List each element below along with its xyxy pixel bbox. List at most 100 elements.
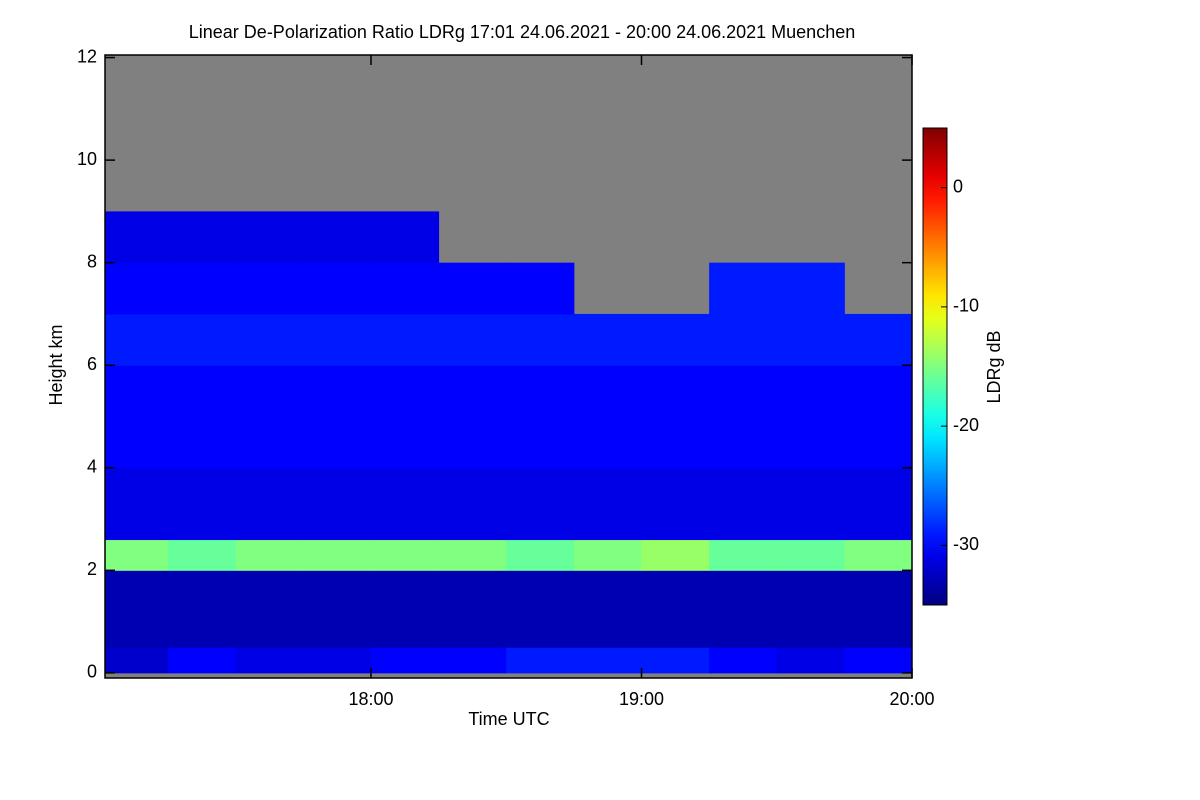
heatmap-cell xyxy=(303,211,372,264)
heatmap-cell xyxy=(844,647,913,674)
heatmap-cell xyxy=(303,467,372,541)
heatmap-cell xyxy=(303,570,372,648)
heatmap-cell xyxy=(105,467,169,541)
heatmap-cell xyxy=(168,539,237,571)
plot-frame xyxy=(104,54,913,679)
y-tick-label: 10 xyxy=(77,149,97,169)
heatmap-cell xyxy=(168,570,237,648)
heatmap-cell xyxy=(506,313,575,366)
heatmap-cell xyxy=(438,365,507,469)
heatmap-cell xyxy=(573,467,642,541)
heatmap-cell xyxy=(303,262,372,315)
heatmap-cell xyxy=(370,570,440,648)
heatmap-cell xyxy=(438,539,507,571)
heatmap-cell xyxy=(506,647,575,674)
heatmap-cell xyxy=(573,539,642,571)
heatmap-cell xyxy=(709,313,778,366)
x-tick-label: 18:00 xyxy=(348,689,393,709)
heatmap-cell xyxy=(370,313,440,366)
y-tick-label: 6 xyxy=(87,354,97,374)
heatmap-cell xyxy=(370,365,440,469)
heatmap-cell xyxy=(105,313,169,366)
heatmap-cell xyxy=(370,539,440,571)
heatmap-cell xyxy=(235,467,304,541)
colorbar-tick-label: -30 xyxy=(953,534,979,554)
x-axis-label: Time UTC xyxy=(468,709,549,729)
heatmap-cell xyxy=(370,647,440,674)
heatmap-cell xyxy=(235,211,304,264)
heatmap-cell xyxy=(235,313,304,366)
heatmap-cell xyxy=(709,647,778,674)
heatmap-cell xyxy=(105,647,169,674)
heatmap-cell xyxy=(776,467,845,541)
heatmap-cell xyxy=(235,570,304,648)
heatmap-cell xyxy=(168,467,237,541)
chart-title: Linear De-Polarization Ratio LDRg 17:01 … xyxy=(189,22,855,42)
heatmap-cell xyxy=(844,539,913,571)
heatmap-cell xyxy=(105,262,169,315)
colorbar-tick-label: -20 xyxy=(953,415,979,435)
heatmap-cell xyxy=(303,313,372,366)
y-tick-label: 12 xyxy=(77,46,97,66)
heatmap-cell xyxy=(168,262,237,315)
y-tick-label: 4 xyxy=(87,457,97,477)
x-tick-label: 20:00 xyxy=(889,689,934,709)
heatmap-cell xyxy=(844,467,913,541)
y-tick-label: 8 xyxy=(87,251,97,271)
heatmap-cell xyxy=(776,313,845,366)
heatmap-cell xyxy=(709,365,778,469)
heatmap-cell xyxy=(235,365,304,469)
heatmap-cell xyxy=(641,365,710,469)
heatmap-cell xyxy=(573,313,642,366)
colorbar-label: LDRg dB xyxy=(984,330,1004,403)
heatmap-cell xyxy=(776,365,845,469)
heatmap-cell xyxy=(844,313,913,366)
heatmap-cell xyxy=(641,647,710,674)
heatmap-cell xyxy=(303,647,372,674)
y-axis-label: Height km xyxy=(46,324,66,405)
heatmap-cell xyxy=(709,539,778,571)
heatmap-cell xyxy=(776,539,845,571)
heatmap-cell xyxy=(438,262,507,315)
x-tick-label: 19:00 xyxy=(619,689,664,709)
heatmap-cell xyxy=(438,313,507,366)
heatmap-cell xyxy=(573,570,642,648)
heatmap-cell xyxy=(370,467,440,541)
y-tick-label: 0 xyxy=(87,662,97,682)
heatmap-cell xyxy=(641,313,710,366)
heatmap-cell xyxy=(709,262,778,315)
heatmap-cell xyxy=(641,539,710,571)
heatmap-cell xyxy=(168,313,237,366)
heatmap-cell xyxy=(438,570,507,648)
heatmap-cell xyxy=(168,211,237,264)
heatmap-cell xyxy=(105,539,169,571)
colorbar-tick-label: -10 xyxy=(953,296,979,316)
heatmap-cell xyxy=(235,262,304,315)
heatmap-cell xyxy=(776,570,845,648)
colorbar xyxy=(922,127,948,606)
heatmap-cell xyxy=(438,647,507,674)
colorbar-tick-label: 0 xyxy=(953,176,963,196)
heatmap-cell xyxy=(370,211,440,264)
heatmap-cell xyxy=(776,262,845,315)
heatmap-cell xyxy=(235,539,304,571)
heatmap-cell xyxy=(506,467,575,541)
heatmap-cell xyxy=(506,539,575,571)
heatmap-cell xyxy=(709,467,778,541)
heatmap-cell xyxy=(370,262,440,315)
heatmap-cell xyxy=(168,647,237,674)
heatmap-cell xyxy=(506,365,575,469)
heatmap-cell xyxy=(105,211,169,264)
heatmap-cell xyxy=(641,467,710,541)
heatmap-cell xyxy=(506,570,575,648)
heatmap-cell xyxy=(168,365,237,469)
heatmap-cell xyxy=(844,570,913,648)
heatmap-cell xyxy=(844,365,913,469)
heatmap-cell xyxy=(641,570,710,648)
heatmap-cell xyxy=(506,262,575,315)
heatmap-cell xyxy=(709,570,778,648)
heatmap-cell xyxy=(303,539,372,571)
heatmap-cell xyxy=(105,570,169,648)
y-tick-label: 2 xyxy=(87,559,97,579)
